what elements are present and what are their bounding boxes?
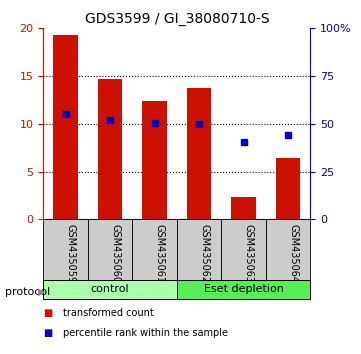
Title: GDS3599 / GI_38080710-S: GDS3599 / GI_38080710-S: [84, 12, 269, 26]
Text: ▶: ▶: [38, 287, 45, 297]
Bar: [177, 219, 221, 280]
Text: GSM435060: GSM435060: [110, 224, 120, 283]
Text: GSM435059: GSM435059: [66, 224, 75, 284]
Text: GSM435063: GSM435063: [244, 224, 254, 283]
Text: transformed count: transformed count: [63, 308, 154, 318]
Bar: [187, 87, 212, 219]
Text: GSM435062: GSM435062: [199, 224, 209, 284]
Bar: [276, 158, 300, 219]
Text: protocol: protocol: [5, 287, 51, 297]
Bar: [177, 280, 310, 299]
Text: ■: ■: [43, 308, 53, 318]
Text: percentile rank within the sample: percentile rank within the sample: [63, 328, 228, 338]
Text: control: control: [91, 284, 129, 295]
Bar: [132, 219, 177, 280]
Bar: [43, 280, 177, 299]
Bar: [53, 35, 78, 219]
Bar: [88, 219, 132, 280]
Text: ■: ■: [43, 328, 53, 338]
Text: Eset depletion: Eset depletion: [204, 284, 284, 295]
Bar: [221, 219, 266, 280]
Bar: [231, 198, 256, 219]
Bar: [98, 79, 122, 219]
Bar: [142, 101, 167, 219]
Bar: [43, 219, 88, 280]
Text: GSM435061: GSM435061: [155, 224, 165, 283]
Text: GSM435064: GSM435064: [288, 224, 298, 283]
Bar: [266, 219, 310, 280]
